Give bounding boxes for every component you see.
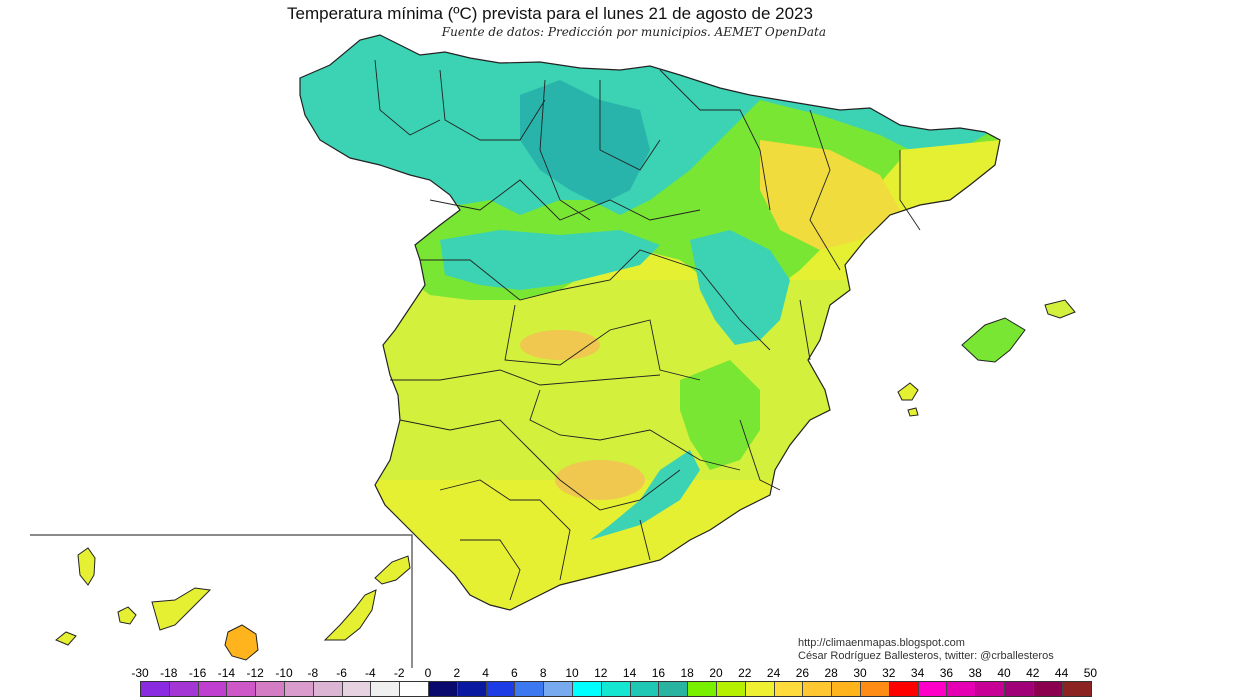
legend-swatch xyxy=(457,682,487,696)
province-borders xyxy=(374,59,921,601)
island-gran-canaria xyxy=(224,624,259,661)
credits: http://climaenmapas.blogspot.com César R… xyxy=(798,637,1054,663)
legend-swatch xyxy=(313,682,343,696)
map-subtitle: Fuente de datos: Predicción por municipi… xyxy=(441,25,826,39)
legend-label: 24 xyxy=(766,666,781,680)
island-formentera xyxy=(907,407,919,417)
zone-north-cold xyxy=(520,80,650,205)
legend-swatch xyxy=(428,682,458,696)
island-la-gomera xyxy=(117,606,137,625)
legend-swatch xyxy=(601,682,631,696)
legend-swatch xyxy=(860,682,890,696)
zone-guadalquivir-warm xyxy=(555,460,645,500)
legend-swatch xyxy=(803,682,833,696)
legend-swatch xyxy=(976,682,1005,696)
legend-label: -10 xyxy=(275,666,293,680)
legend-swatch xyxy=(659,682,689,696)
legend-label: 22 xyxy=(738,666,752,680)
legend-swatch xyxy=(716,682,746,696)
legend-label: 38 xyxy=(968,666,982,680)
legend-label: 12 xyxy=(594,666,608,680)
legend-swatch xyxy=(400,682,429,696)
island-fuerteventura xyxy=(323,589,377,641)
legend-label: 26 xyxy=(795,666,810,680)
legend-swatch xyxy=(342,682,372,696)
legend-label: 16 xyxy=(651,666,666,680)
legend-color-bar xyxy=(140,681,1093,697)
legend-label: 28 xyxy=(824,666,838,680)
legend-swatch xyxy=(515,682,545,696)
island-lanzarote xyxy=(374,555,411,585)
zone-interior xyxy=(380,280,860,480)
legend-swatch xyxy=(486,682,516,696)
legend-label: -8 xyxy=(307,666,319,680)
legend-swatch xyxy=(1062,682,1092,696)
zone-catalonia xyxy=(895,140,1000,210)
legend-label: 10 xyxy=(565,666,579,680)
legend-swatch xyxy=(918,682,948,696)
legend-swatch xyxy=(889,682,919,696)
island-la-palma xyxy=(77,547,96,586)
legend-label: 30 xyxy=(853,666,867,680)
legend-swatch xyxy=(688,682,717,696)
zone-iberian-range xyxy=(690,230,790,345)
legend-swatch xyxy=(947,682,977,696)
legend-swatch xyxy=(284,682,314,696)
legend-label: 32 xyxy=(882,666,896,680)
legend-swatch xyxy=(198,682,228,696)
credits-author: César Rodríguez Ballesteros, twitter: @c… xyxy=(798,650,1054,662)
legend-label: 8 xyxy=(539,666,547,680)
legend-swatch xyxy=(745,682,775,696)
legend-swatch xyxy=(256,682,285,696)
legend-label: 44 xyxy=(1054,666,1069,680)
legend-swatch xyxy=(1033,682,1063,696)
legend-label: 4 xyxy=(482,666,489,680)
zone-central-range xyxy=(440,230,660,290)
legend-label: -2 xyxy=(393,666,405,680)
legend-labels: -30 -18 -16 -14 -12 -10 -8 -6 -4 -2 0 2 4 6 8 10 12 14 16 1… xyxy=(130,666,1120,680)
zone-madrid-warm xyxy=(520,330,600,360)
legend-swatch xyxy=(630,682,660,696)
legend-label: -4 xyxy=(365,666,376,680)
island-el-hierro xyxy=(55,631,77,646)
legend-label: 40 xyxy=(997,666,1011,680)
zone-ebro-warm xyxy=(760,140,900,250)
credits-url: http://climaenmapas.blogspot.com xyxy=(798,637,965,649)
temperature-zones xyxy=(300,35,1000,540)
island-ibiza xyxy=(897,382,919,401)
legend-label: 34 xyxy=(910,666,925,680)
legend-swatch xyxy=(544,682,573,696)
legend-label: 6 xyxy=(511,666,518,680)
legend-swatch xyxy=(774,682,804,696)
legend-label: -30 xyxy=(131,666,149,680)
legend-label: -12 xyxy=(246,666,264,680)
zone-betic-cool xyxy=(590,450,700,540)
legend-swatch xyxy=(169,682,199,696)
legend-label: 0 xyxy=(424,666,432,680)
legend-label: 2 xyxy=(453,666,461,680)
legend-label: -14 xyxy=(217,666,236,680)
legend-label: -16 xyxy=(188,666,207,680)
legend-swatch xyxy=(572,682,602,696)
legend-label: -6 xyxy=(336,666,347,680)
legend-label: 14 xyxy=(622,666,637,680)
legend-label: 42 xyxy=(1026,666,1040,680)
legend-swatch xyxy=(1004,682,1034,696)
legend-label: 50 xyxy=(1083,666,1098,680)
legend-swatch xyxy=(227,682,257,696)
island-mallorca xyxy=(961,317,1026,363)
canary-inset-frame xyxy=(30,534,413,668)
legend-label: 36 xyxy=(939,666,954,680)
island-tenerife xyxy=(151,587,212,631)
legend-label: 18 xyxy=(680,666,694,680)
legend-label: 20 xyxy=(709,666,723,680)
legend-swatch xyxy=(371,682,401,696)
legend-swatch xyxy=(832,682,861,696)
legend-label: -18 xyxy=(160,666,178,680)
island-menorca xyxy=(1044,299,1076,319)
map-title: Temperatura mínima (ºC) prevista para el… xyxy=(287,4,813,23)
legend-swatch xyxy=(141,682,170,696)
zone-southeast-cool xyxy=(680,360,760,470)
